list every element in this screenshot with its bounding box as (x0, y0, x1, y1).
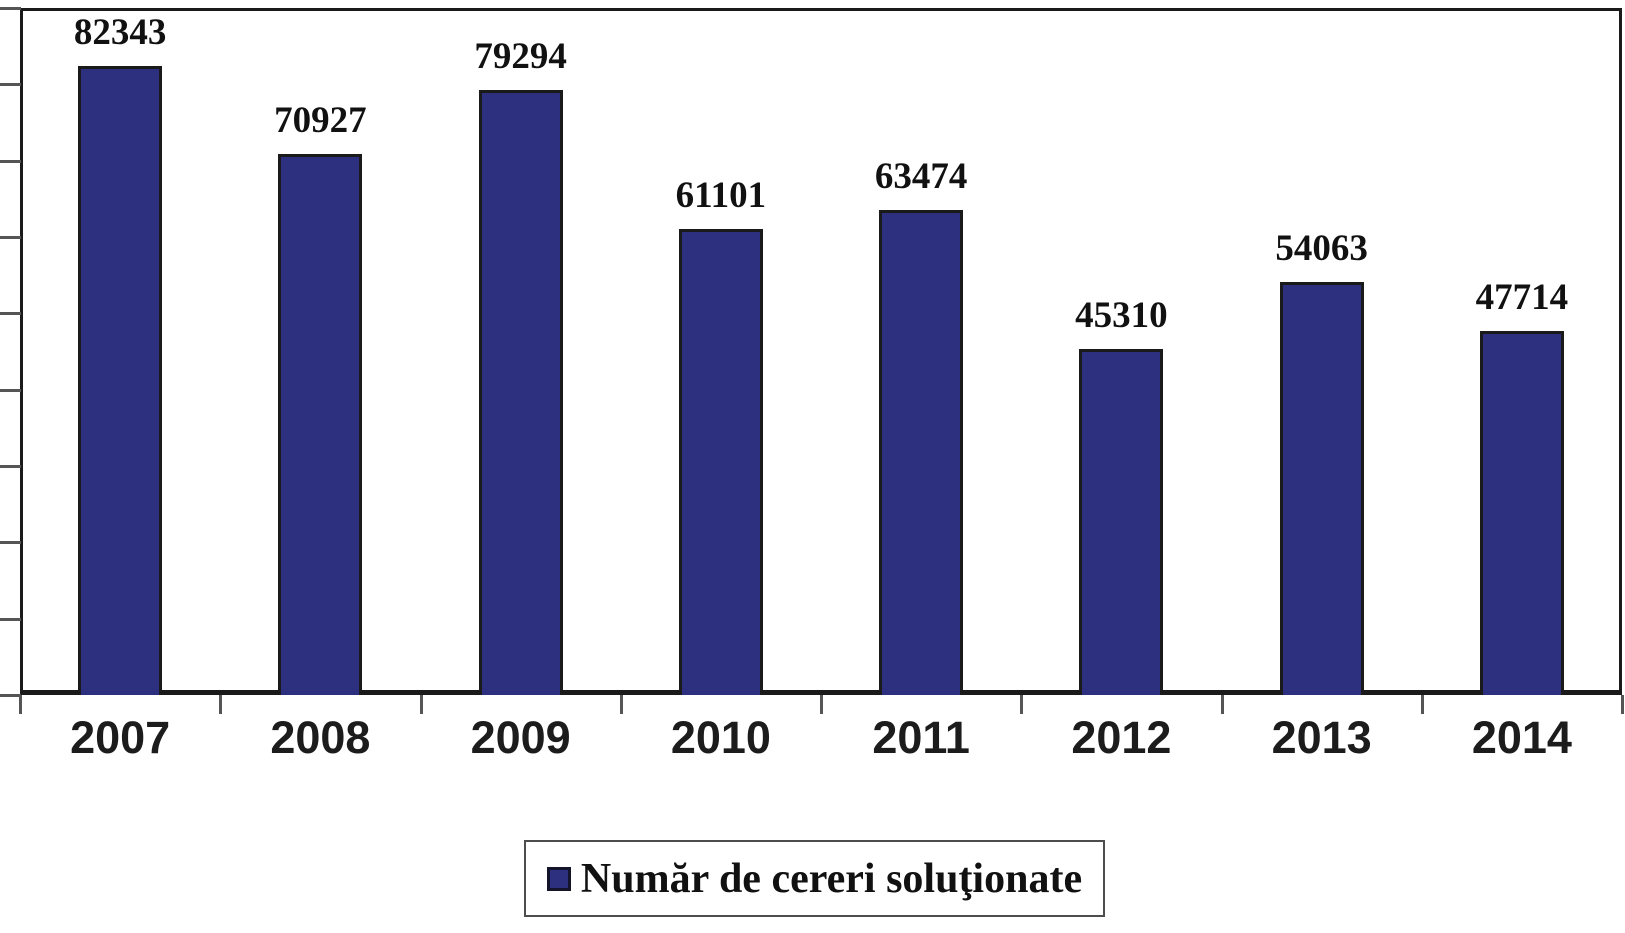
legend-marker-square-icon (546, 866, 571, 891)
y-axis-tick (0, 159, 21, 163)
y-axis-tick (0, 541, 21, 545)
bar-value-label-2013: 54063 (1275, 228, 1368, 270)
x-axis-label-2009: 2009 (470, 712, 571, 763)
legend: Număr de cereri soluţionate (524, 840, 1105, 917)
x-axis-label-2011: 2011 (872, 712, 970, 763)
x-axis-tick (820, 695, 823, 714)
bar-value-label-2007: 82343 (73, 12, 167, 54)
y-axis-tick (0, 388, 21, 392)
bar-2010 (678, 228, 763, 695)
y-axis-tick (0, 236, 21, 239)
bar-value-label-2014: 47714 (1475, 276, 1569, 318)
x-axis-tick (1020, 695, 1024, 714)
bar-value-label-2008: 70927 (274, 99, 367, 141)
x-axis-tick (1621, 695, 1624, 714)
x-axis-label-2007: 2007 (70, 712, 171, 763)
bar-2012 (1079, 349, 1164, 695)
plot-area (20, 8, 1622, 695)
legend-label: Număr de cereri soluţionate (580, 855, 1083, 902)
bar-value-label-2012: 45310 (1075, 295, 1168, 337)
x-axis-label-2010: 2010 (670, 712, 771, 763)
bar-2009 (478, 89, 563, 695)
x-axis-label-2013: 2013 (1271, 712, 1372, 763)
bar-2011 (879, 210, 964, 695)
x-axis-tick (1420, 695, 1424, 714)
bar-2008 (278, 153, 363, 695)
x-axis-label-2014: 2014 (1471, 712, 1572, 763)
bar-value-label-2009: 79294 (474, 35, 567, 77)
y-axis-tick (0, 312, 21, 316)
x-axis-tick (19, 695, 22, 714)
x-axis-tick (619, 695, 623, 714)
y-axis-tick (0, 7, 21, 10)
x-axis-tick (1220, 695, 1224, 714)
bar-2014 (1479, 330, 1564, 695)
bar-2007 (78, 66, 163, 695)
bar-2013 (1279, 282, 1364, 695)
bar-value-label-2010: 61101 (675, 174, 767, 216)
x-axis-tick (419, 695, 423, 714)
x-axis-label-2008: 2008 (270, 712, 371, 763)
x-axis-tick (219, 695, 223, 714)
y-axis-tick (0, 465, 21, 468)
x-axis-label-2012: 2012 (1071, 712, 1172, 763)
y-axis-tick (0, 83, 21, 87)
y-axis-tick (0, 617, 21, 621)
y-axis-tick (0, 694, 21, 697)
bar-value-label-2011: 63474 (874, 156, 968, 198)
